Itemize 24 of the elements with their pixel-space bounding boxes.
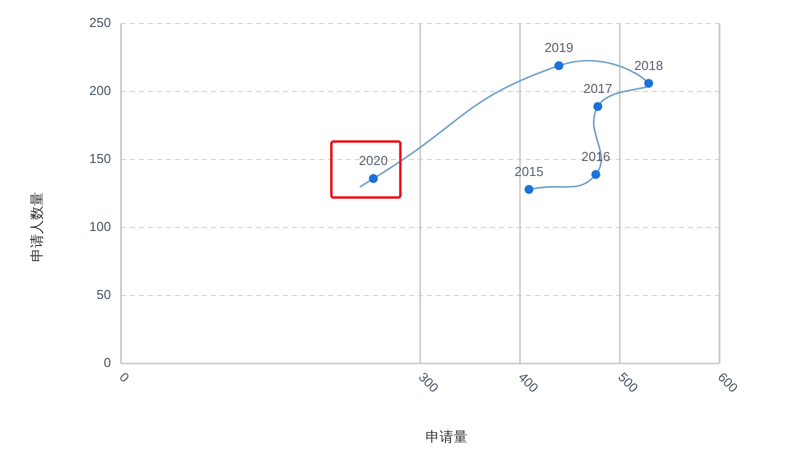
annotation: 2015 bbox=[514, 164, 544, 179]
point bbox=[368, 174, 378, 184]
y-tick-label: 200 bbox=[89, 82, 111, 98]
x-tick-label: 300 bbox=[416, 369, 442, 396]
y-tick-label: 250 bbox=[89, 14, 111, 30]
x-tick-label: 500 bbox=[615, 369, 642, 396]
y-axis-title: 申请人数量 bbox=[28, 192, 45, 262]
annotation: 2017 bbox=[583, 80, 612, 96]
point bbox=[554, 61, 564, 70]
annotation: 2019 bbox=[544, 40, 574, 56]
y-tick-label: 0 bbox=[104, 354, 111, 370]
point bbox=[593, 102, 602, 111]
point bbox=[591, 170, 600, 179]
x-tick-label: 0 bbox=[116, 369, 132, 386]
x-tick-label: 400 bbox=[515, 369, 542, 396]
x-axis-title: 申请量 bbox=[425, 428, 468, 445]
y-tick-label: 50 bbox=[96, 286, 111, 302]
point bbox=[524, 184, 534, 194]
x-tick-label: 600 bbox=[714, 369, 741, 396]
annotation: 2018 bbox=[634, 58, 664, 73]
annotation: 2020 bbox=[358, 152, 388, 168]
y-tick-label: 100 bbox=[89, 218, 111, 234]
point bbox=[644, 78, 654, 88]
y-tick-label: 150 bbox=[89, 150, 111, 166]
